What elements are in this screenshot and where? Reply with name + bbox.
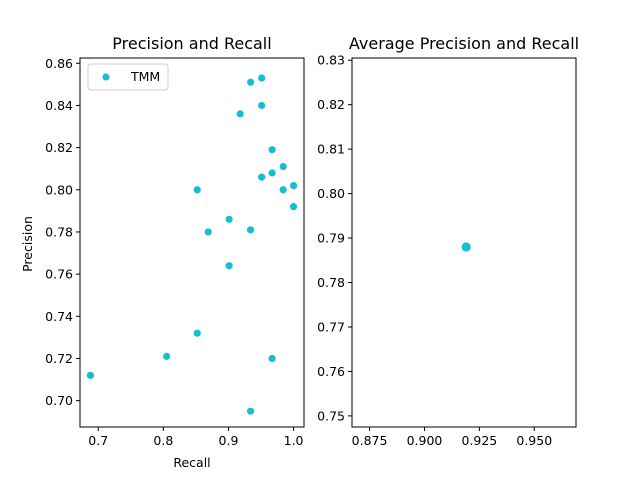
plot-frame: [351, 57, 577, 428]
data-point: [247, 407, 255, 415]
y-tick-label: 0.74: [45, 309, 73, 324]
y-tick-label: 0.83: [317, 53, 345, 68]
x-tick-label: 0.9: [219, 433, 239, 448]
data-point: [289, 203, 298, 211]
precision-recall-panel: Precision and Recall Recall Precision 0.…: [20, 34, 305, 470]
data-point: [225, 215, 233, 223]
data-point: [86, 371, 95, 379]
y-tick-label: 0.84: [45, 98, 73, 113]
data-point: [225, 262, 233, 270]
x-tick-label: 0.900: [407, 433, 443, 448]
y-tick-label: 0.76: [317, 364, 345, 379]
y-tick-label: 0.77: [317, 319, 345, 334]
y-tick-label: 0.80: [45, 182, 73, 197]
data-point: [258, 74, 266, 82]
y-tick-label: 0.78: [45, 224, 73, 239]
legend-label: TMM: [130, 69, 160, 84]
x-tick-label: 0.8: [153, 433, 173, 448]
y-tick-label: 0.75: [317, 408, 345, 423]
data-point: [193, 329, 201, 337]
x-tick-label: 0.875: [352, 433, 388, 448]
data-point: [258, 173, 266, 181]
legend-marker: [102, 73, 110, 81]
data-point: [236, 110, 244, 118]
legend: TMM: [87, 63, 169, 91]
data-point: [289, 181, 298, 190]
y-tick-label: 0.82: [317, 97, 345, 112]
y-tick-label: 0.86: [45, 56, 73, 71]
data-point: [268, 169, 276, 177]
chart-title: Average Precision and Recall: [349, 34, 579, 53]
data-points: [86, 74, 298, 415]
data-point: [258, 101, 266, 110]
y-tick-label: 0.80: [317, 186, 345, 201]
plot-frame: [79, 57, 305, 428]
y-tick-label: 0.70: [45, 393, 73, 408]
x-tick-label: 1.0: [284, 433, 304, 448]
y-tick-label: 0.72: [45, 351, 73, 366]
data-point: [247, 226, 255, 234]
y-axis-label: Precision: [20, 216, 35, 272]
chart-title: Precision and Recall: [112, 34, 271, 53]
x-axis-label: Recall: [173, 455, 210, 470]
y-tick-label: 0.81: [317, 142, 345, 157]
data-point: [204, 228, 212, 236]
data-point: [461, 242, 471, 252]
data-point: [279, 186, 287, 194]
y-tick-label: 0.78: [317, 275, 345, 290]
data-point: [268, 146, 276, 154]
average-precision-recall-panel: Average Precision and Recall 0.875 0.900 0…: [317, 34, 579, 448]
data-point: [163, 352, 171, 360]
data-point: [247, 78, 255, 86]
axis-ticks: 0.875 0.900 0.925 0.950 0.75 0.76 0.77 0.78 0.79…: [317, 53, 552, 448]
y-tick-label: 0.82: [45, 140, 73, 155]
x-tick-label: 0.925: [461, 433, 497, 448]
axis-ticks: 0.7 0.8 0.9 1.0 0.70 0.72 0.74 0.76 0.78 0.80 0.82…: [45, 56, 303, 448]
legend-box: [87, 63, 169, 91]
x-tick-label: 0.950: [516, 433, 552, 448]
x-tick-label: 0.7: [88, 433, 108, 448]
data-point: [279, 162, 287, 171]
data-points: [461, 242, 471, 252]
data-point: [268, 354, 276, 363]
data-point: [193, 186, 201, 194]
y-tick-label: 0.76: [45, 267, 73, 282]
y-tick-label: 0.79: [317, 231, 345, 246]
